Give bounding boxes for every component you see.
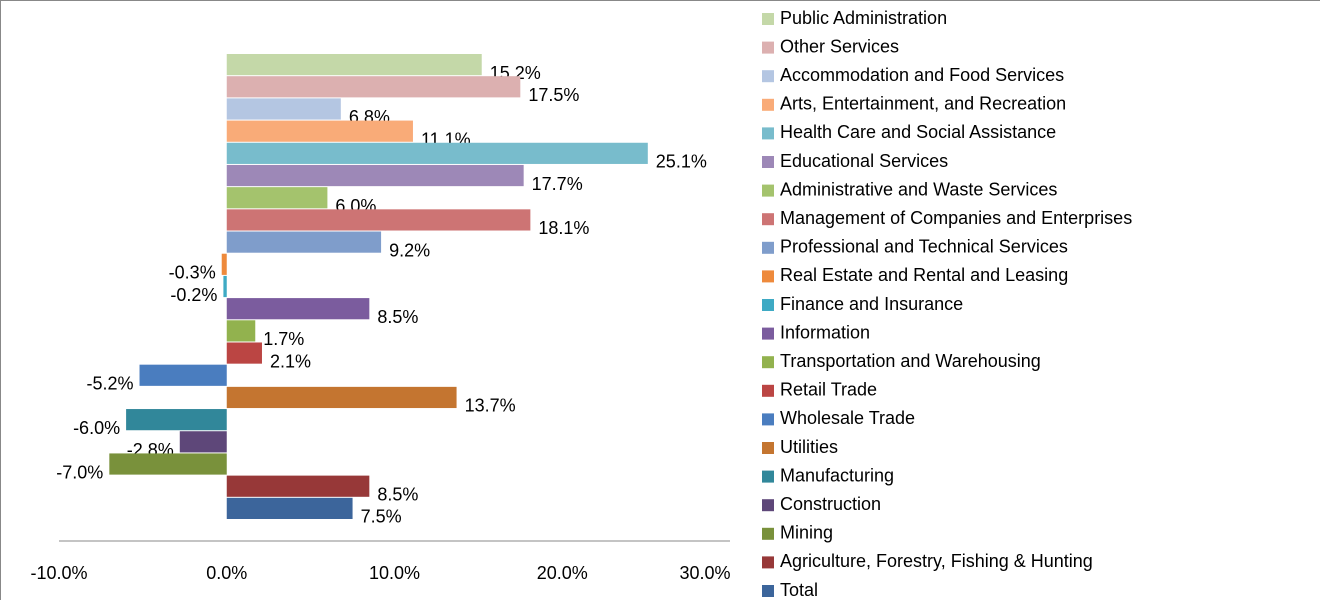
- bar: [226, 187, 328, 209]
- legend-swatch: [762, 499, 774, 512]
- legend-label: Administrative and Waste Services: [780, 179, 1057, 199]
- x-tick-label: 20.0%: [537, 563, 588, 583]
- data-label: -0.3%: [169, 263, 216, 283]
- legend-label: Professional and Technical Services: [780, 237, 1068, 257]
- data-label: -7.0%: [56, 462, 103, 482]
- legend-swatch: [762, 413, 774, 426]
- legend-swatch: [762, 184, 774, 197]
- legend-swatch: [762, 13, 774, 25]
- data-label: 18.1%: [538, 218, 589, 238]
- legend-label: Finance and Insurance: [780, 294, 963, 314]
- legend-swatch: [762, 585, 774, 597]
- legend-label: Agriculture, Forestry, Fishing & Hunting: [780, 551, 1093, 571]
- data-label: 17.5%: [528, 85, 579, 105]
- legend-swatch: [762, 127, 774, 140]
- legend-label: Utilities: [780, 437, 838, 457]
- legend-label: Transportation and Warehousing: [780, 351, 1041, 371]
- bar: [221, 253, 227, 275]
- legend-swatch: [762, 442, 774, 454]
- legend-label: Total: [780, 580, 818, 600]
- data-label: 1.7%: [263, 329, 304, 349]
- legend-swatch: [762, 41, 774, 54]
- bar: [226, 209, 531, 231]
- legend-swatch: [762, 356, 774, 369]
- bar: [226, 142, 648, 164]
- data-label: 13.7%: [465, 396, 516, 416]
- data-label: 17.7%: [532, 174, 583, 194]
- bar: [226, 54, 482, 76]
- data-label: -0.2%: [170, 285, 217, 305]
- legend-label: Public Administration: [780, 8, 947, 28]
- legend-label: Retail Trade: [780, 380, 877, 400]
- legend-swatch: [762, 384, 774, 397]
- legend-swatch: [762, 241, 774, 254]
- legend-swatch: [762, 470, 774, 483]
- data-label: 8.5%: [377, 307, 418, 327]
- legend-label: Manufacturing: [780, 465, 894, 485]
- legend-label: Educational Services: [780, 151, 948, 171]
- bar: [109, 453, 227, 475]
- x-tick-label: 0.0%: [206, 563, 247, 583]
- bar: [226, 120, 413, 142]
- legend-label: Real Estate and Rental and Leasing: [780, 265, 1068, 285]
- data-label: 25.1%: [656, 152, 707, 172]
- legend-swatch: [762, 98, 774, 111]
- data-label: 7.5%: [361, 507, 402, 527]
- legend-label: Information: [780, 322, 870, 342]
- bar: [226, 298, 370, 320]
- bar: [226, 386, 457, 409]
- legend-swatch: [762, 527, 774, 540]
- bar: [139, 364, 227, 386]
- x-tick-label: -10.0%: [30, 563, 87, 583]
- bar: [126, 409, 227, 431]
- legend-swatch: [762, 213, 774, 226]
- bar: [226, 475, 370, 497]
- bar: [179, 431, 227, 453]
- legend-swatch: [762, 156, 774, 168]
- data-label: 8.5%: [377, 484, 418, 504]
- bar: [226, 164, 524, 187]
- data-label: 2.1%: [270, 351, 311, 371]
- legend-label: Mining: [780, 523, 833, 543]
- legend-label: Other Services: [780, 36, 899, 56]
- bar: [223, 275, 227, 298]
- legend-label: Management of Companies and Enterprises: [780, 208, 1132, 228]
- bar: [226, 497, 353, 519]
- bar: [226, 231, 382, 253]
- bar: [226, 320, 256, 342]
- x-tick-label: 10.0%: [369, 563, 420, 583]
- data-label: 9.2%: [389, 240, 430, 260]
- legend-label: Construction: [780, 494, 881, 514]
- legend-swatch: [762, 270, 774, 283]
- legend-label: Accommodation and Food Services: [780, 65, 1064, 85]
- data-label: -5.2%: [86, 374, 133, 394]
- legend-swatch: [762, 556, 774, 569]
- legend-swatch: [762, 299, 774, 311]
- legend-swatch: [762, 327, 774, 340]
- x-tick-label: 30.0%: [679, 563, 730, 583]
- legend-swatch: [762, 70, 774, 83]
- bar: [226, 76, 521, 98]
- legend-label: Wholesale Trade: [780, 408, 915, 428]
- bar: [226, 98, 341, 120]
- data-label: -6.0%: [73, 418, 120, 438]
- legend-label: Health Care and Social Assistance: [780, 122, 1056, 142]
- legend-label: Arts, Entertainment, and Recreation: [780, 94, 1066, 114]
- bar: [226, 342, 262, 364]
